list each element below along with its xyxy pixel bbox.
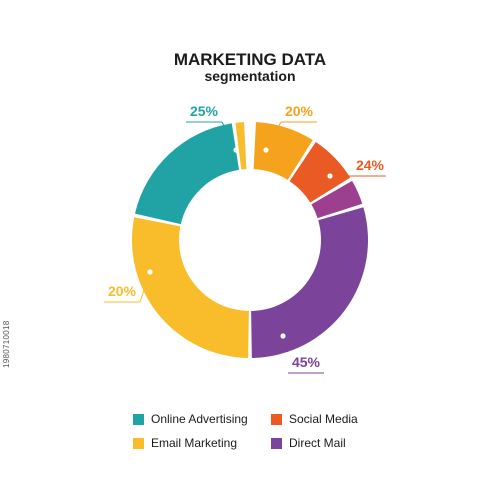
legend-swatch-social-media — [271, 413, 282, 425]
label-email-marketing-pct: 20% — [108, 283, 137, 299]
segment-light-orange — [253, 122, 313, 180]
legend-swatch-online-advertising — [133, 413, 144, 425]
legend-label-direct-mail: Direct Mail — [289, 436, 346, 450]
callout-dot-email-marketing — [147, 269, 153, 275]
legend-item-direct-mail: Direct Mail — [271, 436, 346, 450]
chart-subtitle: segmentation — [204, 68, 295, 84]
callout-dot-online-advertising — [233, 147, 239, 153]
segment-social-media — [289, 142, 351, 203]
legend-label-social-media: Social Media — [289, 412, 358, 426]
stock-id-text: 1980710018 — [2, 320, 11, 369]
callout-dot-direct-mail — [280, 333, 286, 339]
label-online-advertising-pct: 25% — [190, 103, 219, 119]
legend-item-email-marketing: Email Marketing — [133, 436, 237, 450]
legend-item-social-media: Social Media — [271, 412, 358, 426]
label-direct-mail-pct: 45% — [292, 354, 321, 370]
callout-leader-online-advertising — [221, 121, 237, 151]
legend-swatch-email-marketing — [133, 437, 144, 449]
segment-online-advertising — [134, 123, 240, 225]
label-light-orange-pct: 20% — [285, 103, 314, 119]
legend-swatch-direct-mail — [271, 437, 282, 449]
donut-segments — [132, 122, 368, 358]
callout-leader-light-orange — [265, 121, 282, 151]
segment-small-yellow — [235, 122, 247, 170]
callout-dot-light-orange — [263, 147, 269, 153]
segment-email-marketing — [132, 217, 249, 358]
label-social-media-pct: 24% — [356, 157, 385, 173]
legend-label-email-marketing: Email Marketing — [151, 436, 238, 450]
callout-leader-email-marketing — [139, 271, 151, 303]
callout-dot-social-media — [327, 173, 333, 179]
legend-label-online-advertising: Online Advertising — [151, 412, 248, 426]
percentage-callouts: 25% 20% 24% 20% 45% — [104, 103, 386, 374]
chart-title: MARKETING DATA — [174, 50, 326, 69]
segment-magenta-purple — [311, 180, 363, 219]
legend-item-online-advertising: Online Advertising — [133, 412, 248, 426]
segment-direct-mail — [251, 207, 368, 358]
callout-leader-direct-mail — [282, 335, 289, 353]
